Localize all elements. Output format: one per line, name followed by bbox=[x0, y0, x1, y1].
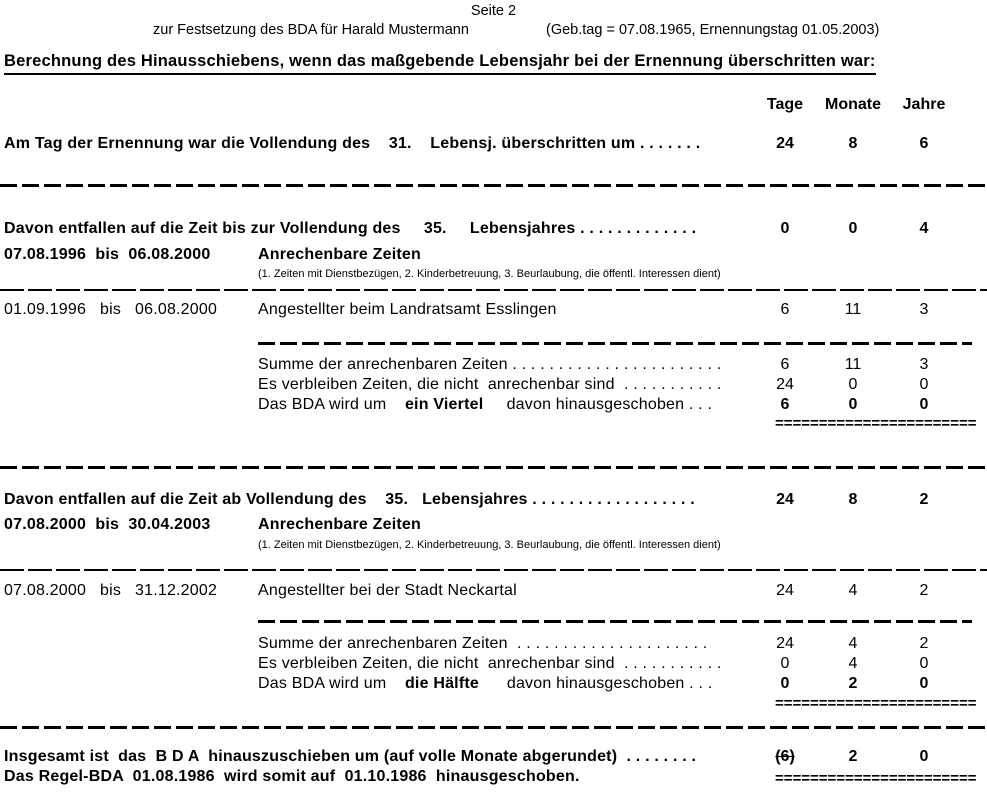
result-line: Das Regel-BDA 01.08.1986 wird somit auf … bbox=[4, 768, 580, 785]
header-subject: zur Festsetzung des BDA für Harald Muste… bbox=[153, 22, 469, 38]
section1-entry-tage: 6 bbox=[780, 301, 790, 318]
separator-line bbox=[0, 466, 987, 469]
total-jahre: 0 bbox=[919, 748, 929, 765]
col-header-jahre: Jahre bbox=[902, 96, 946, 113]
section1-entry-jahre: 3 bbox=[919, 301, 929, 318]
section1-verbleiben-tage: 24 bbox=[776, 376, 794, 393]
section2-entry-row: 07.08.2000 bis 31.12.2002 Angestellter b… bbox=[0, 581, 987, 601]
subtotal-line bbox=[258, 620, 972, 623]
section1-bda-label: Das BDA wird um ein Viertel davon hinaus… bbox=[258, 395, 712, 415]
section2-davon-row: Davon entfallen auf die Zeit ab Vollendu… bbox=[0, 490, 987, 510]
section2-bda-monate: 2 bbox=[848, 675, 858, 692]
section2-bda-label: Das BDA wird um die Hälfte davon hinausg… bbox=[258, 674, 712, 694]
section2-anrechenbar-note: (1. Zeiten mit Dienstbezügen, 2. Kinderb… bbox=[258, 539, 721, 551]
section1-verbleiben-jahre: 0 bbox=[919, 376, 929, 393]
section2-summe-label: Summe der anrechenbaren Zeiten . . . . .… bbox=[258, 635, 708, 652]
section2-verbleiben-label: Es verbleiben Zeiten, die nicht anrechen… bbox=[258, 655, 722, 672]
section1-entry-label: Angestellter beim Landratsamt Esslingen bbox=[258, 301, 557, 318]
section1-period: 07.08.1996 bis 06.08.2000 bbox=[4, 246, 211, 263]
section2-entry-jahre: 2 bbox=[919, 582, 929, 599]
overrun-label: Am Tag der Ernennung war die Vollendung … bbox=[4, 135, 701, 152]
section2-summe-monate: 4 bbox=[848, 635, 858, 652]
section2-entry-monate: 4 bbox=[848, 582, 858, 599]
col-header-monate: Monate bbox=[825, 96, 881, 113]
section1-summe-monate: 11 bbox=[844, 356, 862, 373]
section2-entry-tage: 24 bbox=[776, 582, 794, 599]
section1-bda-monate: 0 bbox=[848, 396, 858, 413]
section2-summe-jahre: 2 bbox=[919, 635, 929, 652]
section2-bda-row: Das BDA wird um die Hälfte davon hinausg… bbox=[0, 674, 987, 694]
double-rule: ======================= bbox=[775, 418, 977, 430]
section2-verbleiben-monate: 4 bbox=[848, 655, 858, 672]
section1-bda-post: davon hinausgeschoben . . . bbox=[483, 396, 713, 413]
section2-bda-jahre: 0 bbox=[919, 675, 929, 692]
section2-bda-fraction: die Hälfte bbox=[404, 675, 479, 692]
thin-line bbox=[0, 569, 987, 571]
overrun-monate: 8 bbox=[848, 135, 858, 152]
thin-line bbox=[0, 289, 987, 291]
section1-bda-tage: 6 bbox=[780, 396, 790, 413]
section1-verbleiben-monate: 0 bbox=[848, 376, 858, 393]
section2-bda-tage: 0 bbox=[780, 675, 790, 692]
section2-bda-pre: Das BDA wird um bbox=[258, 675, 405, 692]
section1-verbleiben-label: Es verbleiben Zeiten, die nicht anrechen… bbox=[258, 376, 722, 393]
section2-davon-tage: 24 bbox=[776, 491, 794, 508]
total-label: Insgesamt ist das B D A hinauszuschieben… bbox=[4, 748, 697, 765]
section1-davon-row: Davon entfallen auf die Zeit bis zur Vol… bbox=[0, 219, 987, 239]
section2-davon-label: Davon entfallen auf die Zeit ab Vollendu… bbox=[4, 491, 695, 508]
separator-line bbox=[0, 184, 987, 187]
section2-period-row: 07.08.2000 bis 30.04.2003 Anrechenbare Z… bbox=[0, 515, 987, 535]
section1-davon-label: Davon entfallen auf die Zeit bis zur Vol… bbox=[4, 220, 697, 237]
section1-davon-monate: 0 bbox=[848, 220, 858, 237]
section2-verbleiben-jahre: 0 bbox=[919, 655, 929, 672]
section2-note-row: (1. Zeiten mit Dienstbezügen, 2. Kinderb… bbox=[0, 535, 987, 555]
section1-entry-monate: 11 bbox=[844, 301, 862, 318]
document-title: Berechnung des Hinausschiebens, wenn das… bbox=[4, 52, 876, 75]
section2-entry-period: 07.08.2000 bis 31.12.2002 bbox=[4, 582, 218, 599]
section1-anrechenbar-note: (1. Zeiten mit Dienstbezügen, 2. Kinderb… bbox=[258, 268, 721, 280]
total-tage: (6) bbox=[775, 748, 795, 765]
section1-anrechenbar-title: Anrechenbare Zeiten bbox=[258, 246, 421, 263]
section1-summe-jahre: 3 bbox=[919, 356, 929, 373]
section1-entry-row: 01.09.1996 bis 06.08.2000 Angestellter b… bbox=[0, 300, 987, 320]
section1-period-row: 07.08.1996 bis 06.08.2000 Anrechenbare Z… bbox=[0, 245, 987, 265]
section1-entry-period: 01.09.1996 bis 06.08.2000 bbox=[4, 301, 218, 318]
overrun-tage: 24 bbox=[776, 135, 794, 152]
result-row: Das Regel-BDA 01.08.1986 wird somit auf … bbox=[0, 767, 987, 787]
section1-bda-row: Das BDA wird um ein Viertel davon hinaus… bbox=[0, 395, 987, 415]
section2-davon-monate: 8 bbox=[848, 491, 858, 508]
section2-anrechenbar-title: Anrechenbare Zeiten bbox=[258, 516, 421, 533]
section2-verbleiben-tage: 0 bbox=[780, 655, 790, 672]
double-rule: ======================= bbox=[775, 773, 977, 785]
section1-summe-label: Summe der anrechenbaren Zeiten . . . . .… bbox=[258, 356, 722, 373]
section1-summe-row: Summe der anrechenbaren Zeiten . . . . .… bbox=[0, 355, 987, 375]
header-birth-info: (Geb.tag = 07.08.1965, Ernennungstag 01.… bbox=[546, 22, 880, 38]
overrun-row: Am Tag der Ernennung war die Vollendung … bbox=[0, 134, 987, 154]
section1-bda-jahre: 0 bbox=[919, 396, 929, 413]
section2-verbleiben-row: Es verbleiben Zeiten, die nicht anrechen… bbox=[0, 654, 987, 674]
page-number: Seite 2 bbox=[470, 3, 517, 19]
section1-davon-jahre: 4 bbox=[919, 220, 929, 237]
section2-davon-jahre: 2 bbox=[919, 491, 929, 508]
column-headers: Tage Monate Jahre bbox=[0, 95, 987, 115]
separator-line bbox=[0, 726, 987, 729]
col-header-tage: Tage bbox=[766, 96, 804, 113]
total-row: Insgesamt ist das B D A hinauszuschieben… bbox=[0, 747, 987, 767]
section2-summe-tage: 24 bbox=[776, 635, 794, 652]
section1-note-row: (1. Zeiten mit Dienstbezügen, 2. Kinderb… bbox=[0, 264, 987, 284]
section1-bda-pre: Das BDA wird um bbox=[258, 396, 405, 413]
subtotal-line bbox=[258, 342, 972, 345]
total-monate: 2 bbox=[848, 748, 858, 765]
overrun-jahre: 6 bbox=[919, 135, 929, 152]
section1-summe-tage: 6 bbox=[780, 356, 790, 373]
section2-bda-post: davon hinausgeschoben . . . bbox=[478, 675, 713, 692]
section1-davon-tage: 0 bbox=[780, 220, 790, 237]
section2-entry-label: Angestellter bei der Stadt Neckartal bbox=[258, 582, 517, 599]
section1-verbleiben-row: Es verbleiben Zeiten, die nicht anrechen… bbox=[0, 375, 987, 395]
section2-period: 07.08.2000 bis 30.04.2003 bbox=[4, 516, 211, 533]
section2-summe-row: Summe der anrechenbaren Zeiten . . . . .… bbox=[0, 634, 987, 654]
section1-bda-fraction: ein Viertel bbox=[404, 396, 484, 413]
double-rule: ======================= bbox=[775, 698, 977, 710]
